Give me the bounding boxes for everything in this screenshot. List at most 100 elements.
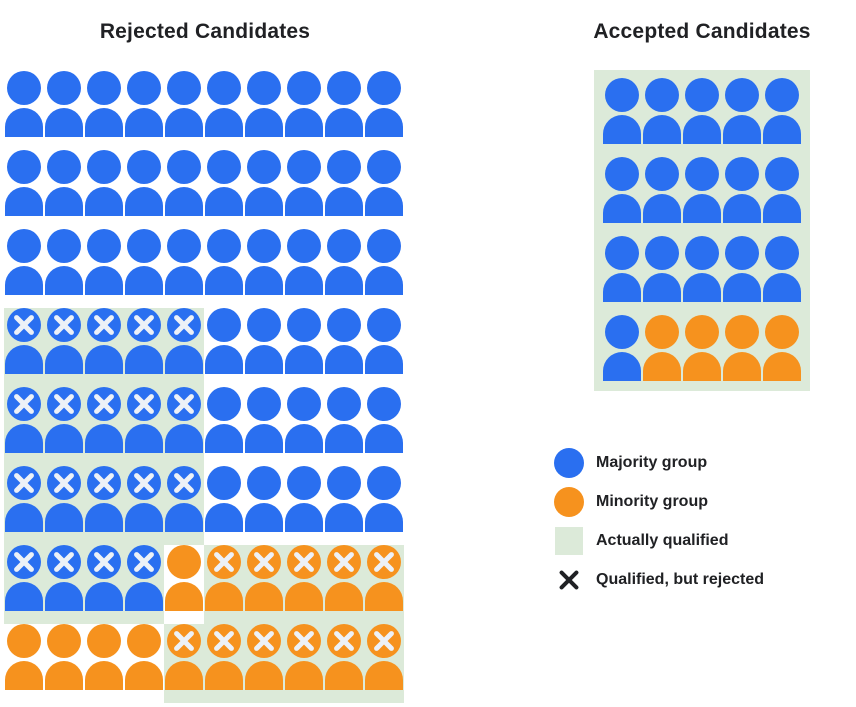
- candidate-cell-qualified: [602, 78, 642, 157]
- person-icon-majority: [45, 387, 83, 453]
- candidate-cell: [124, 71, 164, 150]
- person-body: [285, 266, 323, 295]
- person-head: [207, 545, 241, 579]
- candidate-cell: [164, 150, 204, 229]
- candidate-cell-qualified: [642, 78, 682, 157]
- person-icon-majority: [325, 150, 363, 216]
- candidate-cell-qualified: [602, 315, 642, 383]
- person-head: [685, 157, 719, 191]
- person-icon-majority: [285, 229, 323, 295]
- person-icon-majority: [643, 78, 681, 144]
- person-body: [325, 503, 363, 532]
- rejected-candidates-grid: [4, 71, 404, 703]
- person-head: [87, 71, 121, 105]
- person-head: [645, 315, 679, 349]
- person-head: [367, 466, 401, 500]
- x-mark-swatch: [557, 568, 581, 592]
- person-head: [127, 308, 161, 342]
- candidate-cell: [324, 308, 364, 387]
- person-body: [125, 582, 163, 611]
- candidate-cell-qualified: [244, 624, 284, 703]
- accepted-grid-row: [602, 315, 802, 383]
- person-icon-majority: [245, 308, 283, 374]
- person-icon-majority: [723, 157, 761, 223]
- person-icon-majority: [5, 545, 43, 611]
- person-icon-majority: [365, 150, 403, 216]
- person-head: [7, 229, 41, 263]
- person-body: [325, 187, 363, 216]
- person-head: [127, 387, 161, 421]
- person-head: [247, 624, 281, 658]
- legend: Majority group Minority group Actually qua…: [552, 446, 764, 602]
- person-icon-minority: [85, 624, 123, 690]
- person-head: [725, 315, 759, 349]
- candidate-cell: [84, 150, 124, 229]
- person-icon-minority: [683, 315, 721, 381]
- rejected-grid-row: [4, 387, 404, 466]
- person-icon-majority: [205, 466, 243, 532]
- candidate-cell-qualified: [682, 236, 722, 315]
- person-head: [725, 157, 759, 191]
- person-icon-majority: [45, 71, 83, 137]
- person-head: [287, 466, 321, 500]
- person-head: [87, 624, 121, 658]
- candidate-cell-qualified: [682, 78, 722, 157]
- person-body: [85, 108, 123, 137]
- candidate-cell-qualified: [124, 308, 164, 387]
- person-head: [605, 157, 639, 191]
- candidate-cell: [364, 71, 404, 150]
- person-head: [645, 157, 679, 191]
- person-head: [765, 157, 799, 191]
- person-head: [605, 236, 639, 270]
- candidate-cell-qualified: [762, 78, 802, 157]
- person-icon-majority: [125, 71, 163, 137]
- person-icon-majority: [325, 229, 363, 295]
- candidate-cell: [124, 624, 164, 703]
- person-body: [45, 582, 83, 611]
- candidate-cell-qualified: [84, 466, 124, 545]
- person-head: [207, 466, 241, 500]
- person-head: [645, 236, 679, 270]
- person-body: [643, 115, 681, 144]
- candidate-cell: [284, 308, 324, 387]
- person-body: [165, 187, 203, 216]
- person-body: [45, 424, 83, 453]
- person-icon-majority: [325, 387, 363, 453]
- person-head: [367, 545, 401, 579]
- candidate-cell-qualified: [204, 624, 244, 703]
- person-head: [207, 71, 241, 105]
- person-icon-minority: [125, 624, 163, 690]
- person-body: [245, 582, 283, 611]
- person-head: [7, 308, 41, 342]
- candidate-cell-qualified: [44, 387, 84, 466]
- person-icon-majority: [45, 545, 83, 611]
- person-body: [365, 582, 403, 611]
- candidate-cell-qualified: [762, 157, 802, 236]
- person-body: [85, 266, 123, 295]
- majority-circle-icon: [552, 448, 586, 478]
- person-head: [87, 308, 121, 342]
- person-head: [685, 236, 719, 270]
- person-icon-majority: [85, 150, 123, 216]
- person-body: [5, 424, 43, 453]
- person-icon-majority: [85, 387, 123, 453]
- person-body: [125, 661, 163, 690]
- person-head: [127, 229, 161, 263]
- person-body: [285, 503, 323, 532]
- candidate-cell: [244, 466, 284, 545]
- person-icon-majority: [205, 308, 243, 374]
- person-head: [247, 466, 281, 500]
- person-head: [327, 624, 361, 658]
- person-icon-majority: [5, 308, 43, 374]
- legend-item: Majority group: [552, 446, 764, 480]
- person-body: [45, 187, 83, 216]
- candidate-cell: [164, 229, 204, 308]
- person-icon-minority: [165, 624, 203, 690]
- candidate-cell-qualified: [84, 308, 124, 387]
- person-body: [365, 503, 403, 532]
- rejected-grid-row: [4, 150, 404, 229]
- person-head: [47, 150, 81, 184]
- candidate-cell: [4, 229, 44, 308]
- person-body: [285, 582, 323, 611]
- person-icon-majority: [763, 236, 801, 302]
